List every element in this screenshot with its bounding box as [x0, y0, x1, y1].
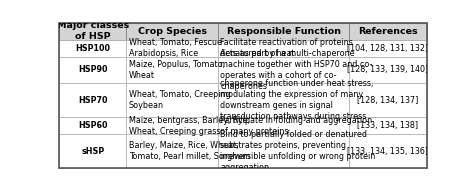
Text: Maize, Populus, Tomato,
Wheat: Maize, Populus, Tomato, Wheat: [129, 60, 225, 80]
Text: Acts as part of a multi-chaperone
machine together with HSP70 and co-
operates w: Acts as part of a multi-chaperone machin…: [220, 49, 373, 91]
Text: HSP60: HSP60: [78, 121, 108, 130]
Bar: [349, 134, 427, 168]
Bar: [59, 117, 127, 134]
Bar: [59, 134, 127, 168]
Text: sHSP: sHSP: [81, 147, 104, 156]
Text: chaperone function under heat stress,
modulating the expression of many
downstre: chaperone function under heat stress, mo…: [220, 79, 374, 122]
Bar: [218, 57, 349, 83]
Text: HSP70: HSP70: [78, 96, 108, 105]
Bar: [127, 40, 218, 57]
Bar: [349, 57, 427, 83]
Bar: [127, 57, 218, 83]
Text: Participate in folding and aggregation
of many proteins: Participate in folding and aggregation o…: [220, 116, 372, 136]
Text: [128, 133, 139, 140]: [128, 133, 139, 140]: [347, 65, 428, 74]
Bar: [127, 23, 218, 40]
Bar: [59, 40, 127, 57]
Text: Major classes
of HSP: Major classes of HSP: [57, 21, 129, 41]
Text: Maize, bentgrass, Barley, Rye,
Wheat, Creeping grass: Maize, bentgrass, Barley, Rye, Wheat, Cr…: [129, 116, 250, 136]
Bar: [349, 117, 427, 134]
Bar: [59, 23, 127, 40]
Bar: [127, 83, 218, 117]
Bar: [59, 83, 127, 117]
Text: [128, 134, 137]: [128, 134, 137]: [357, 96, 419, 105]
Text: Barley, Maize, Rice, Wheat,
Tomato, Pearl millet, Sorghum: Barley, Maize, Rice, Wheat, Tomato, Pear…: [129, 141, 250, 161]
Bar: [218, 40, 349, 57]
Bar: [218, 117, 349, 134]
Text: Crop Species: Crop Species: [138, 27, 207, 36]
Text: [133, 134, 135, 136]: [133, 134, 135, 136]: [347, 147, 428, 156]
Bar: [349, 83, 427, 117]
Bar: [349, 40, 427, 57]
Bar: [218, 83, 349, 117]
Text: HSP90: HSP90: [78, 65, 108, 74]
Text: [104, 128, 131, 132]: [104, 128, 131, 132]: [347, 44, 428, 53]
Bar: [127, 134, 218, 168]
Text: Wheat, Tomato, Fescue
Arabidopsis, Rice: Wheat, Tomato, Fescue Arabidopsis, Rice: [129, 38, 222, 58]
Bar: [59, 57, 127, 83]
Bar: [218, 23, 349, 40]
Text: Bind to partially folded or denatured
substrates proteins, preventing
irreversib: Bind to partially folded or denatured su…: [220, 130, 375, 172]
Text: Responsible Function: Responsible Function: [227, 27, 340, 36]
Text: HSP100: HSP100: [75, 44, 110, 53]
Bar: [349, 23, 427, 40]
Bar: [127, 117, 218, 134]
Text: Wheat, Tomato, Creeping
Soybean: Wheat, Tomato, Creeping Soybean: [129, 90, 230, 110]
Text: Facilitate reactivation of proteins
denatured by heat: Facilitate reactivation of proteins dena…: [220, 38, 353, 58]
Text: References: References: [358, 27, 418, 36]
Text: [133, 134, 138]: [133, 134, 138]: [357, 121, 419, 130]
Bar: [218, 134, 349, 168]
